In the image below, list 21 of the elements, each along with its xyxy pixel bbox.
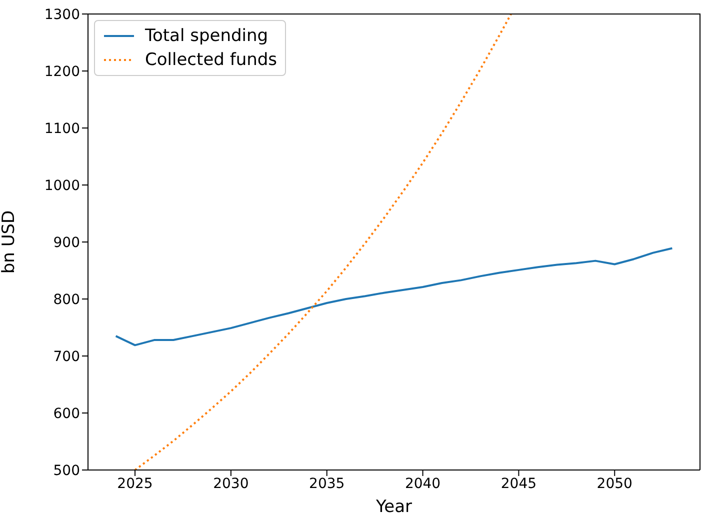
y-tick-label: 800 (53, 292, 80, 308)
line-series (114, 247, 674, 346)
x-tick-label: 2040 (404, 476, 441, 492)
y-tick-label: 900 (53, 234, 80, 251)
y-tick-label: 1200 (44, 64, 80, 80)
x-axis-title: Year (375, 497, 412, 517)
y-tick-label: 1100 (44, 120, 80, 137)
y-tick-label: 1000 (44, 178, 80, 194)
x-tick-label: 2045 (500, 476, 537, 492)
line-series (134, 14, 512, 470)
legend-label: Collected funds (145, 50, 278, 70)
y-tick-label: 500 (53, 462, 80, 479)
y-tick-label: 1300 (44, 6, 80, 23)
x-tick-label: 2025 (117, 476, 153, 492)
y-axis-title: bn USD (0, 210, 20, 274)
legend-label: Total spending (145, 26, 268, 46)
y-tick-label: 600 (53, 406, 80, 422)
y-tick-label: 700 (53, 348, 80, 365)
x-tick-label: 2050 (596, 476, 632, 492)
x-tick-label: 2035 (309, 476, 345, 492)
x-tick-label: 2030 (213, 476, 249, 492)
